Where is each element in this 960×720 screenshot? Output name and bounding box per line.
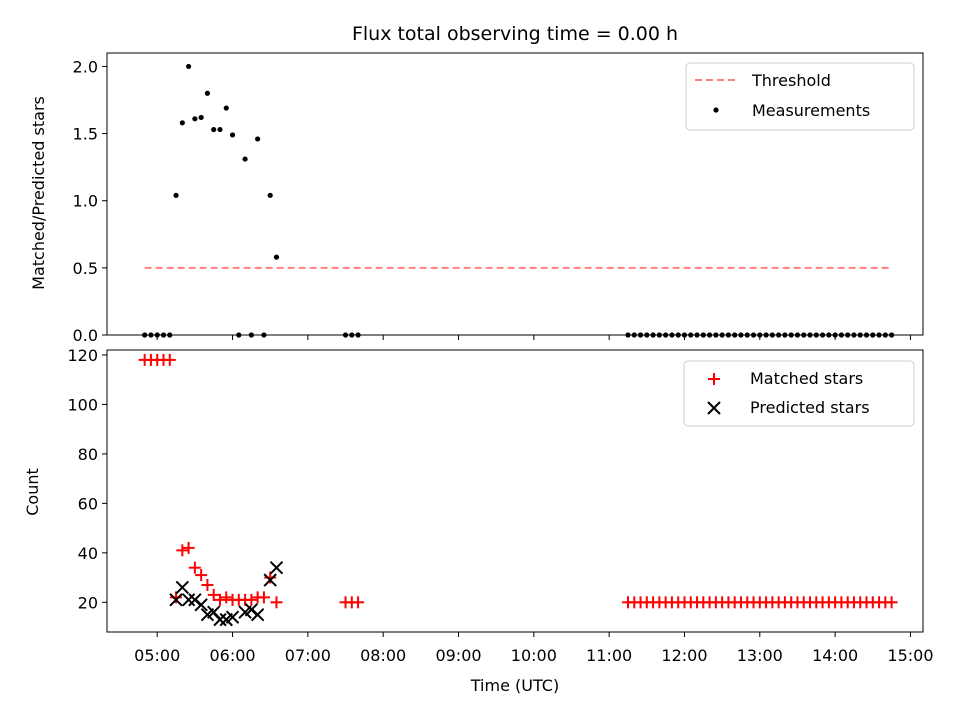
bottom-y-tick-label: 40 <box>78 544 98 563</box>
matched-star-point <box>264 571 277 584</box>
predicted-star-point <box>175 580 190 595</box>
measurement-point <box>273 254 280 260</box>
measurement-point <box>173 192 179 198</box>
bottom-y-tick-label: 100 <box>67 395 98 414</box>
legend-threshold-label: Threshold <box>751 71 831 90</box>
bottom-y-axis-label: Count <box>23 468 42 516</box>
bottom-legend: Matched stars Predicted stars <box>683 360 915 427</box>
chart-title: Flux total observing time = 0.00 h <box>352 23 678 45</box>
bottom-x-tick-label: 08:00 <box>360 646 406 665</box>
matched-star-point <box>257 591 270 604</box>
matched-star-point <box>270 596 283 609</box>
matched-star-point <box>195 569 208 582</box>
predicted-star-point <box>169 593 183 607</box>
bottom-x-tick-label: 09:00 <box>435 646 481 665</box>
bottom-y-tick-label: 60 <box>78 494 98 513</box>
bottom-x-tick-label: 14:00 <box>812 646 858 665</box>
top-legend: Threshold Measurements <box>685 62 915 131</box>
top-y-tick-label: 0.0 <box>73 326 98 345</box>
measurement-point <box>229 132 236 138</box>
predicted-star-point <box>263 573 277 587</box>
legend-predicted-label: Predicted stars <box>750 398 870 417</box>
matched-star-point <box>885 596 898 609</box>
matched-star-point <box>176 544 189 557</box>
matched-star-point <box>213 593 226 606</box>
predicted-star-point <box>225 610 240 624</box>
bottom-frame <box>106 349 924 633</box>
predicted-star-point <box>269 560 284 575</box>
matched-star-point <box>188 561 201 574</box>
measurement-point <box>179 120 185 126</box>
predicted-star-point <box>181 593 196 607</box>
measurement-point <box>242 156 248 162</box>
matched-star-point <box>207 588 220 601</box>
measurement-point <box>186 63 192 70</box>
bottom-panel: 20 40 60 80 100 120 05:00 06:00 07:00 08:00 09:00 1… <box>67 346 933 665</box>
predicted-star-point <box>250 607 265 622</box>
bottom-y-tick-label: 20 <box>78 593 98 612</box>
measurement-point <box>204 90 211 96</box>
bottom-x-tick-label: 11:00 <box>586 646 632 665</box>
matched-star-point <box>182 541 195 554</box>
measurement-point <box>211 126 217 133</box>
predicted-star-point <box>213 612 227 627</box>
predicted-star-point <box>194 598 208 612</box>
top-y-axis-label: Matched/Predicted stars <box>29 96 48 290</box>
bottom-x-tick-label: 10:00 <box>511 646 557 665</box>
bottom-y-tick-label: 120 <box>67 346 98 365</box>
top-panel: 0.0 0.5 1.0 1.5 2.0 <box>73 52 924 345</box>
measurement-point <box>217 126 223 133</box>
bottom-y-tick-label: 80 <box>78 445 98 464</box>
matched-star-point <box>352 596 365 609</box>
bottom-x-tick-label: 05:00 <box>134 646 180 665</box>
legend-predicted-swatch <box>707 401 721 415</box>
measurement-point <box>267 192 273 198</box>
legend-matched-swatch <box>708 373 720 385</box>
top-y-tick-label: 1.0 <box>73 192 98 211</box>
bottom-x-tick-label: 12:00 <box>661 646 707 665</box>
bottom-x-tick-label: 15:00 <box>887 646 933 665</box>
bottom-x-tick-label: 06:00 <box>209 646 255 665</box>
matched-star-point <box>245 593 258 606</box>
matched-star-point <box>163 353 176 366</box>
measurement-point <box>223 105 229 111</box>
legend-measurements-swatch <box>713 107 719 113</box>
bottom-x-tick-label: 13:00 <box>737 646 783 665</box>
x-axis-label: Time (UTC) <box>470 676 559 695</box>
matched-star-point <box>220 591 233 604</box>
legend-measurements-label: Measurements <box>752 101 870 120</box>
top-frame <box>106 52 924 336</box>
matched-star-point <box>170 591 183 604</box>
measurement-point <box>192 116 198 122</box>
top-y-tick-label: 1.5 <box>73 125 98 144</box>
top-y-tick-label: 2.0 <box>73 57 98 76</box>
matched-star-point <box>201 579 214 591</box>
legend-matched-label: Matched stars <box>750 369 863 388</box>
measurement-point <box>255 136 261 142</box>
measurement-point <box>198 114 204 121</box>
top-y-tick-label: 0.5 <box>73 259 98 278</box>
bottom-x-tick-label: 07:00 <box>285 646 331 665</box>
